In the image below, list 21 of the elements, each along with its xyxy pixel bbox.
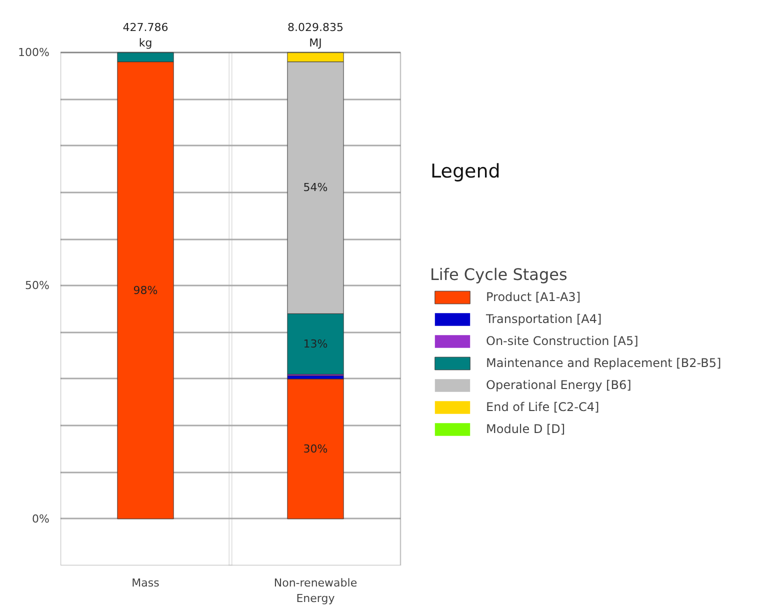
- legend-label: On-site Construction [A5]: [486, 334, 638, 348]
- y-tick-label: 100%: [18, 46, 50, 59]
- data-label: 13%: [303, 337, 328, 350]
- annotation: 8.029.835 MJ: [288, 20, 344, 50]
- bar: [287, 378, 344, 520]
- x-tick-label: Mass: [132, 576, 160, 590]
- legend-label: Transportation [A4]: [486, 312, 602, 326]
- text: Legend: [430, 160, 500, 182]
- y-tick-label: 50%: [25, 279, 50, 292]
- legend-label: Operational Energy [B6]: [486, 378, 632, 392]
- legend-label: Maintenance and Replacement [B2-B5]: [486, 356, 722, 370]
- legend-title: Life Cycle Stages: [430, 265, 568, 284]
- y-tick-label: 0%: [32, 512, 50, 526]
- x-tick-label: Non-renewable Energy: [274, 576, 358, 606]
- data-label: 30%: [303, 442, 328, 456]
- legend-label: End of Life [C2-C4]: [486, 400, 600, 414]
- legend-label: Module D [D]: [486, 422, 566, 436]
- legend-label: Product [A1-A3]: [486, 290, 580, 304]
- data-label: 98%: [133, 284, 158, 297]
- annotation: 427.786 kg: [122, 20, 168, 50]
- data-label: 54%: [303, 181, 328, 194]
